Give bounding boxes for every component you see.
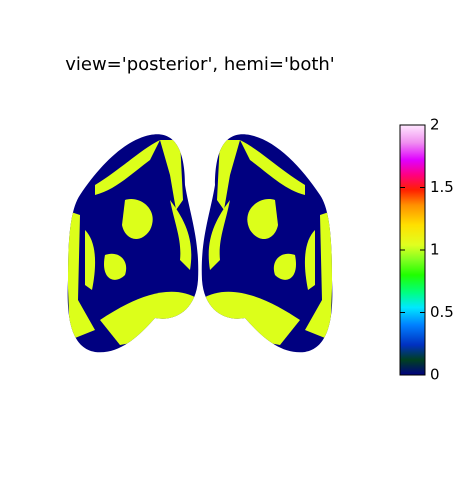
colorbar-tick-label: 2 bbox=[430, 116, 440, 134]
left-hemisphere bbox=[65, 134, 200, 352]
chart-title: view='posterior', hemi='both' bbox=[65, 54, 335, 75]
colorbar-tick-label: 0.5 bbox=[430, 303, 454, 321]
colorbar-tick-label: 1.5 bbox=[430, 178, 454, 196]
right-hemisphere bbox=[200, 134, 335, 352]
colorbar-tick-label: 0 bbox=[430, 366, 440, 384]
colorbar-tick-label: 1 bbox=[430, 241, 440, 259]
